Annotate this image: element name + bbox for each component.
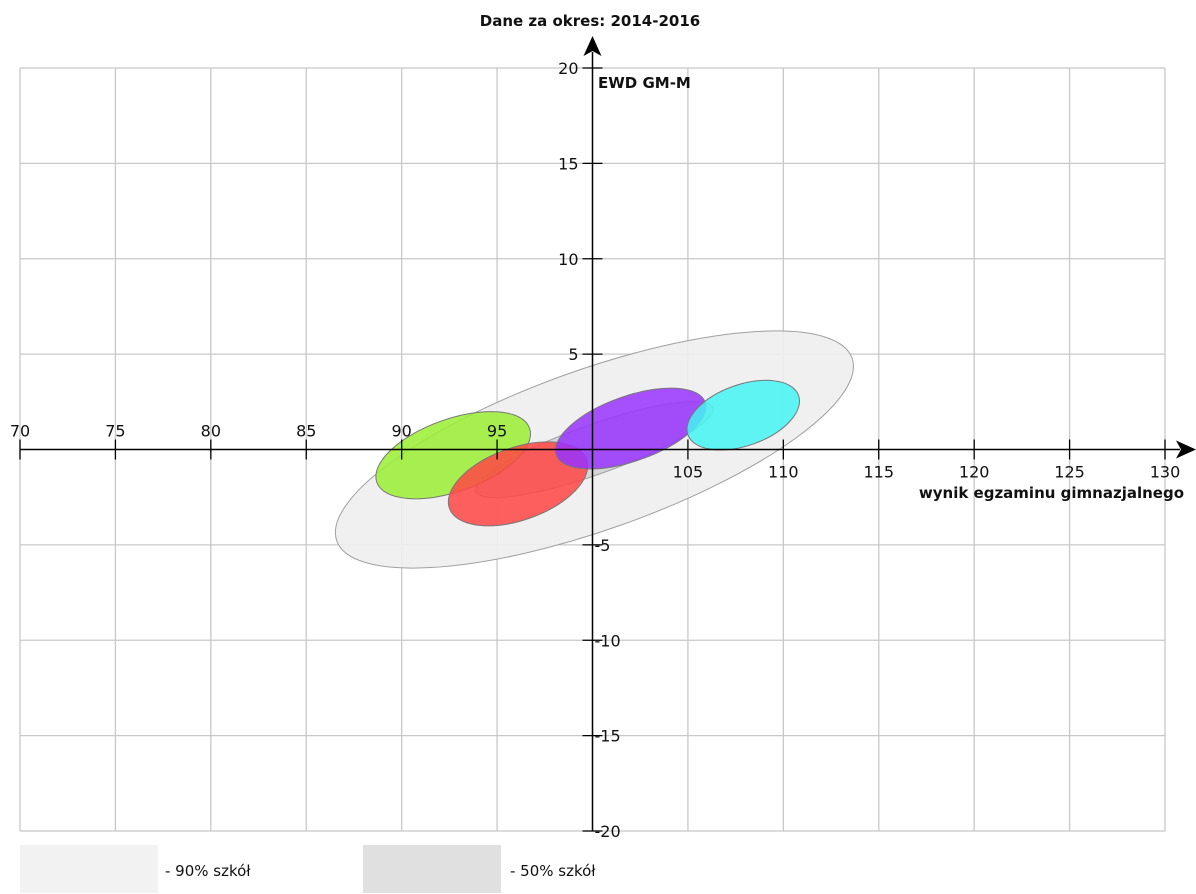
legend: - 90% szkół - 50% szkół xyxy=(20,845,596,893)
x-tick-label: 80 xyxy=(201,422,221,441)
y-tick-label: 20 xyxy=(558,59,578,78)
y-tick-label: -20 xyxy=(595,822,621,841)
y-tick-label: -5 xyxy=(595,536,611,555)
y-tick-label: 5 xyxy=(568,345,578,364)
x-axis-label: wynik egzaminu gimnazjalnego xyxy=(919,484,1184,502)
x-tick-label: 115 xyxy=(863,463,894,482)
y-axis-arrow xyxy=(583,36,602,56)
x-tick-label: 95 xyxy=(487,422,507,441)
legend-label-50: - 50% szkół xyxy=(510,862,596,880)
y-tick-label: 15 xyxy=(558,154,578,173)
x-axis-arrow xyxy=(1176,440,1196,459)
x-tick-label: 90 xyxy=(391,422,411,441)
y-axis-label: EWD GM-M xyxy=(598,74,691,92)
series-ellipse-4 xyxy=(686,379,801,451)
legend-swatch-90 xyxy=(20,845,158,893)
legend-swatch-50 xyxy=(363,845,501,893)
legend-label-90: - 90% szkół xyxy=(165,862,251,880)
y-tick-label: -15 xyxy=(595,727,621,746)
y-tick-label: 10 xyxy=(558,250,578,269)
x-tick-label: 75 xyxy=(105,422,125,441)
x-tick-label: 85 xyxy=(296,422,316,441)
chart-title: Dane za okres: 2014-2016 xyxy=(480,12,700,30)
x-tick-label: 130 xyxy=(1150,463,1181,482)
x-tick-label: 120 xyxy=(959,463,990,482)
x-tick-label: 125 xyxy=(1054,463,1085,482)
x-tick-label: 105 xyxy=(673,463,704,482)
x-tick-label: 70 xyxy=(10,422,30,441)
y-tick-label: -10 xyxy=(595,631,621,650)
x-tick-label: 110 xyxy=(768,463,799,482)
